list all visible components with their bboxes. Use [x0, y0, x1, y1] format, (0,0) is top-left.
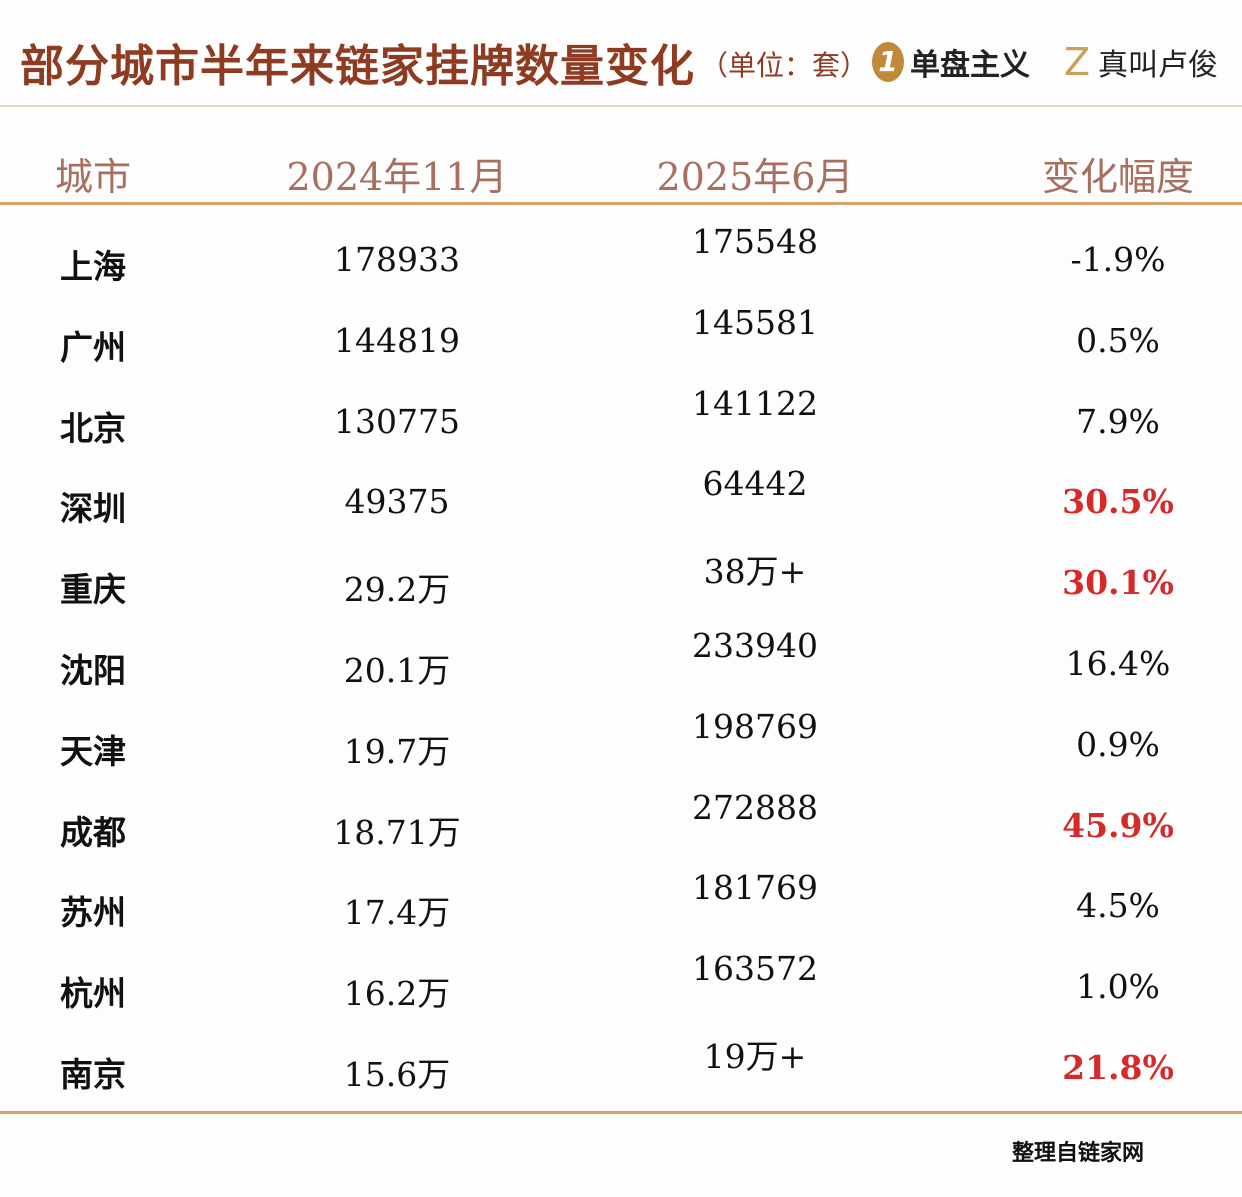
change-cell: 16.4%: [1065, 644, 1171, 683]
city-cell: 上海: [60, 247, 126, 286]
source-note: 整理自链家网: [1012, 1141, 1145, 1166]
jun2025-cell: 163572: [692, 949, 818, 989]
table-row: 重庆 29.2万 38万+ 30.1%: [0, 552, 1242, 623]
change-cell: 0.9%: [1076, 724, 1160, 764]
change-cell: 1.0%: [1076, 967, 1160, 1007]
table-row: 上海 178933 175548 -1.9%: [0, 222, 1242, 300]
nov2024-cell: 178933: [334, 240, 460, 279]
change-cell: 21.8%: [1062, 1048, 1174, 1087]
city-cell: 杭州: [60, 974, 126, 1014]
change-cell: 45.9%: [1062, 805, 1174, 845]
nov2024-cell: 16.2万: [343, 974, 451, 1014]
header-divider: [0, 202, 1242, 205]
column-header-jun2025: 2025年6月: [656, 155, 854, 199]
table-row: 深圳 49375 64442 30.5%: [0, 464, 1242, 542]
table-row: 成都 18.71万 272888 45.9%: [0, 788, 1242, 866]
column-header-change: 变化幅度: [1041, 155, 1195, 199]
change-cell: 30.1%: [1062, 563, 1174, 603]
table-row: 沈阳 20.1万 233940 16.4%: [0, 626, 1242, 704]
nov2024-cell: 29.2万: [343, 570, 451, 610]
nov2024-cell: 49375: [344, 482, 450, 522]
nov2024-cell: 19.7万: [343, 731, 451, 771]
unit-label: （单位：套）: [700, 49, 869, 82]
jun2025-cell: 141122: [692, 383, 818, 423]
logo-text: 单盘主义: [910, 48, 1030, 83]
logo-text: 真叫卢俊: [1098, 48, 1218, 83]
change-cell: 7.9%: [1076, 401, 1160, 441]
nov2024-cell: 130775: [334, 401, 460, 441]
nov2024-cell: 18.71万: [333, 812, 461, 852]
jun2025-cell: 64442: [702, 464, 808, 504]
jun2025-cell: 38万+: [703, 552, 807, 592]
jun2025-cell: 145581: [692, 302, 818, 342]
change-cell: -1.9%: [1070, 240, 1166, 279]
table-row: 南京 15.6万 19万+ 21.8%: [0, 1037, 1242, 1108]
nov2024-cell: 20.1万: [343, 651, 451, 690]
footer-divider: [0, 1111, 1242, 1114]
city-cell: 沈阳: [60, 651, 126, 690]
jun2025-cell: 181769: [692, 868, 818, 908]
nov2024-cell: 15.6万: [343, 1055, 451, 1094]
table-row: 天津 19.7万 198769 0.9%: [0, 707, 1242, 785]
city-cell: 北京: [60, 408, 126, 448]
city-cell: 苏州: [60, 893, 126, 933]
jun2025-cell: 272888: [692, 787, 818, 827]
jun2025-cell: 19万+: [703, 1037, 807, 1076]
nov2024-cell: 17.4万: [343, 893, 451, 933]
city-cell: 天津: [60, 731, 126, 771]
logo-lujun: Z 真叫卢俊: [1062, 40, 1218, 84]
column-header-nov2024: 2024年11月: [286, 155, 508, 199]
logo-mark-icon: Z: [1063, 40, 1091, 84]
logo-mark-icon: 1: [872, 42, 904, 82]
jun2025-cell: 198769: [692, 706, 818, 746]
table-row: 杭州 16.2万 163572 1.0%: [0, 949, 1242, 1027]
city-cell: 成都: [60, 812, 126, 852]
logo-danpan: 1 单盘主义: [872, 40, 1030, 84]
city-cell: 深圳: [60, 489, 126, 529]
table-row: 苏州 17.4万 181769 4.5%: [0, 868, 1242, 946]
table-row: 广州 144819 145581 0.5%: [0, 303, 1242, 381]
nov2024-cell: 144819: [334, 320, 460, 360]
city-cell: 广州: [60, 327, 126, 367]
column-header-city: 城市: [54, 155, 132, 199]
city-cell: 重庆: [60, 570, 126, 610]
page-title: 部分城市半年来链家挂牌数量变化: [20, 41, 695, 92]
city-cell: 南京: [60, 1055, 126, 1094]
jun2025-cell: 175548: [692, 222, 818, 261]
change-cell: 4.5%: [1076, 886, 1160, 926]
change-cell: 0.5%: [1076, 320, 1160, 360]
table-row: 北京 130775 141122 7.9%: [0, 384, 1242, 462]
jun2025-cell: 233940: [692, 626, 818, 665]
change-cell: 30.5%: [1062, 482, 1174, 522]
divider: [0, 105, 1242, 107]
